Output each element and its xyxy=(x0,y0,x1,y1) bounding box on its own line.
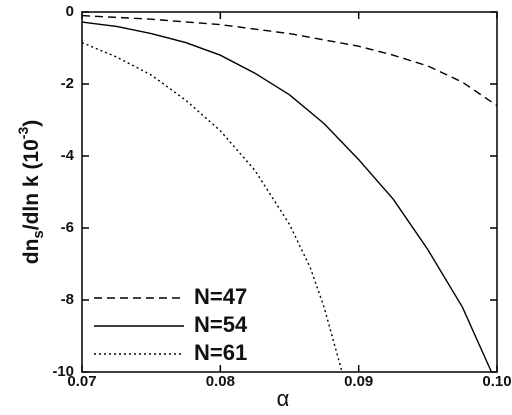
x-axis-label: α xyxy=(277,386,290,411)
y-label-part: ) xyxy=(20,120,43,127)
y-tick-label: -2 xyxy=(61,75,74,92)
y-label-sub: s xyxy=(30,230,47,238)
legend-label: N=54 xyxy=(194,312,248,337)
x-tick-label: 0.07 xyxy=(67,373,96,390)
legend-label: N=47 xyxy=(194,284,247,309)
y-tick-label: -8 xyxy=(61,291,74,308)
y-axis-label: dns/dln k (10-3) xyxy=(15,120,47,264)
x-tick-label: 0.09 xyxy=(344,373,373,390)
y-label-part: dn xyxy=(20,239,43,265)
y-tick-label: -4 xyxy=(61,147,75,164)
x-tick-label: 0.10 xyxy=(482,373,511,390)
series-line xyxy=(81,41,343,373)
y-tick-label: -6 xyxy=(61,219,74,236)
plot-frame xyxy=(81,11,498,373)
y-label-sup: -3 xyxy=(15,127,31,140)
y-tick-label: -10 xyxy=(52,363,74,380)
legend-label: N=61 xyxy=(194,340,247,365)
y-label-part: /dln k (10 xyxy=(20,139,43,230)
y-tick-label: 0 xyxy=(66,3,74,20)
series-line xyxy=(81,21,493,373)
series-line xyxy=(81,14,498,107)
x-tick-label: 0.08 xyxy=(206,373,235,390)
